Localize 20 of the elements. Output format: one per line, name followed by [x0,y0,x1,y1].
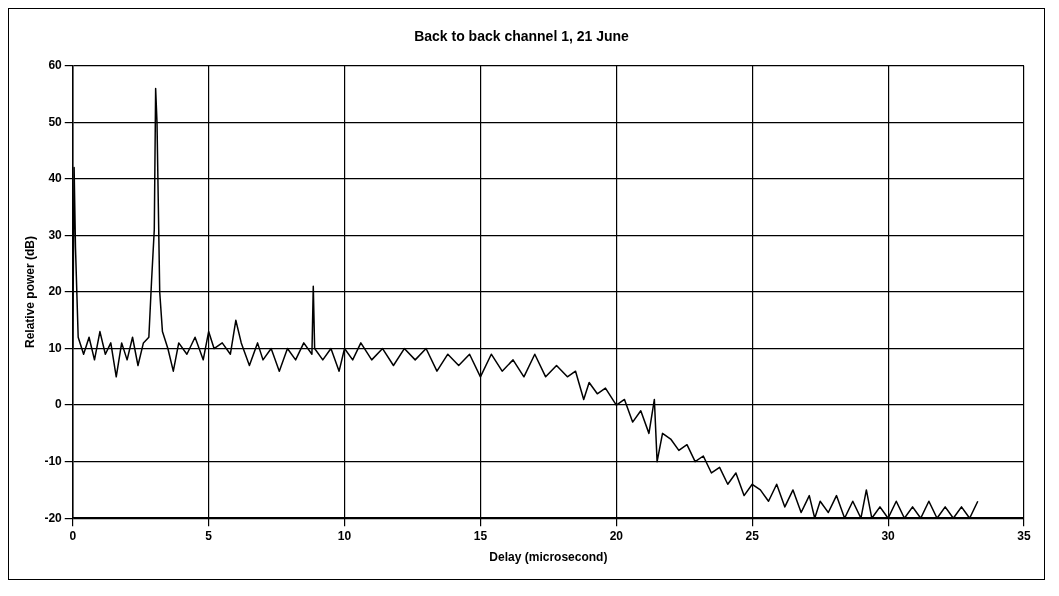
x-tick-label: 0 [69,528,77,543]
x-axis-title: Delay (microsecond) [489,550,608,565]
y-tick-label: 10 [48,340,63,355]
y-tick-label: -20 [44,510,63,525]
y-tick-label: 0 [55,397,63,412]
y-tick-label: -10 [44,453,63,468]
y-tick-label: 50 [48,114,63,129]
x-tick-label: 20 [609,528,624,543]
y-tick-label: 20 [48,284,63,299]
y-tick-label: 60 [48,58,63,73]
x-tick-label: 35 [1017,528,1031,543]
x-tick-label: 5 [205,528,213,543]
y-tick-label: 30 [48,227,63,242]
x-tick-label: 15 [473,528,488,543]
y-tick-label: 40 [48,171,63,186]
x-tick-label: 10 [337,528,352,543]
y-axis-title: Relative power (dB) [22,235,37,349]
chart-title: Back to back channel 1, 21 June [414,28,630,45]
x-tick-label: 25 [745,528,760,543]
x-tick-label: 30 [881,528,896,543]
